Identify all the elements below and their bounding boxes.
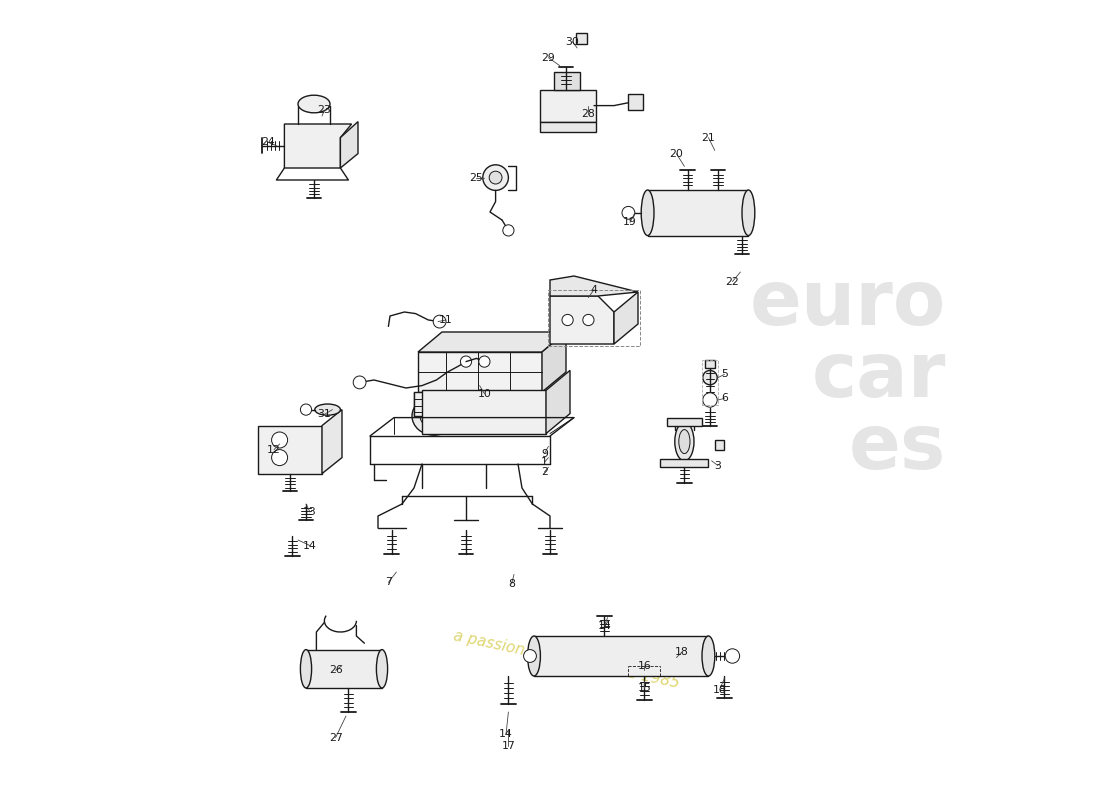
Circle shape xyxy=(725,649,739,663)
Polygon shape xyxy=(422,390,546,434)
Text: 23: 23 xyxy=(318,106,331,115)
Circle shape xyxy=(272,450,287,466)
Circle shape xyxy=(583,314,594,326)
Polygon shape xyxy=(540,90,596,122)
Text: 18: 18 xyxy=(675,647,689,657)
Text: 22: 22 xyxy=(726,277,739,286)
Text: 30: 30 xyxy=(565,37,580,46)
Bar xyxy=(667,418,702,426)
Ellipse shape xyxy=(674,422,694,461)
Text: 15: 15 xyxy=(638,683,651,693)
Polygon shape xyxy=(418,332,566,352)
Text: 17: 17 xyxy=(502,741,515,750)
Text: a passion for parts since 1985: a passion for parts since 1985 xyxy=(451,629,681,691)
Polygon shape xyxy=(534,636,708,676)
Ellipse shape xyxy=(376,650,387,688)
Text: 6: 6 xyxy=(720,394,728,403)
Text: 9: 9 xyxy=(541,449,548,458)
Polygon shape xyxy=(550,276,638,296)
Polygon shape xyxy=(285,124,352,168)
Polygon shape xyxy=(258,426,322,474)
Ellipse shape xyxy=(702,636,715,676)
Text: 14: 14 xyxy=(499,730,513,739)
Ellipse shape xyxy=(703,370,717,385)
Text: 2: 2 xyxy=(541,467,548,477)
Bar xyxy=(628,94,642,110)
Bar xyxy=(554,72,580,90)
Text: 18: 18 xyxy=(713,685,726,694)
Bar xyxy=(715,440,725,450)
Ellipse shape xyxy=(298,95,330,113)
Bar xyxy=(549,290,640,346)
Text: 26: 26 xyxy=(329,666,342,675)
Circle shape xyxy=(703,393,717,407)
Polygon shape xyxy=(540,122,596,132)
Text: euro: euro xyxy=(749,267,946,341)
Text: 20: 20 xyxy=(670,149,683,158)
Ellipse shape xyxy=(641,190,654,235)
Text: 25: 25 xyxy=(470,173,483,182)
Ellipse shape xyxy=(420,404,448,428)
Circle shape xyxy=(433,315,446,328)
Text: 19: 19 xyxy=(623,218,637,227)
Circle shape xyxy=(478,356,490,367)
Text: 14: 14 xyxy=(597,621,612,630)
Text: 11: 11 xyxy=(439,315,453,325)
Circle shape xyxy=(524,650,537,662)
Circle shape xyxy=(461,356,472,367)
Polygon shape xyxy=(418,352,542,392)
Circle shape xyxy=(503,225,514,236)
Bar xyxy=(660,459,708,467)
Text: 14: 14 xyxy=(304,541,317,550)
Text: es: es xyxy=(848,411,946,485)
Ellipse shape xyxy=(315,404,340,415)
Ellipse shape xyxy=(679,430,690,454)
Polygon shape xyxy=(306,650,382,688)
Text: 8: 8 xyxy=(508,579,515,589)
Ellipse shape xyxy=(528,636,540,676)
Text: 5: 5 xyxy=(720,370,728,379)
Ellipse shape xyxy=(742,190,755,235)
Text: 7: 7 xyxy=(385,578,392,587)
Text: 1: 1 xyxy=(541,458,548,467)
Text: 21: 21 xyxy=(702,133,715,142)
Polygon shape xyxy=(550,296,614,344)
Text: 16: 16 xyxy=(638,661,651,670)
Ellipse shape xyxy=(300,650,311,688)
Circle shape xyxy=(562,314,573,326)
Polygon shape xyxy=(414,392,454,416)
Bar xyxy=(575,33,586,44)
Text: 27: 27 xyxy=(329,733,342,742)
Text: 3: 3 xyxy=(715,461,722,470)
Polygon shape xyxy=(542,332,566,392)
Text: 10: 10 xyxy=(477,389,492,398)
Circle shape xyxy=(483,165,508,190)
Polygon shape xyxy=(546,370,570,434)
Text: 31: 31 xyxy=(318,410,331,419)
Circle shape xyxy=(300,404,311,415)
Text: car: car xyxy=(812,339,946,413)
Bar xyxy=(702,360,718,405)
Text: 28: 28 xyxy=(582,109,595,118)
Circle shape xyxy=(490,171,502,184)
Polygon shape xyxy=(648,190,748,236)
Text: 29: 29 xyxy=(541,53,556,62)
Ellipse shape xyxy=(412,397,456,435)
Polygon shape xyxy=(340,122,358,168)
Bar xyxy=(705,360,715,368)
Text: 12: 12 xyxy=(267,445,280,454)
Text: 4: 4 xyxy=(591,285,597,294)
Circle shape xyxy=(353,376,366,389)
Circle shape xyxy=(272,432,287,448)
Polygon shape xyxy=(322,410,342,474)
Polygon shape xyxy=(614,292,638,344)
Text: 13: 13 xyxy=(304,507,317,517)
Text: 24: 24 xyxy=(262,138,275,147)
Circle shape xyxy=(621,206,635,219)
